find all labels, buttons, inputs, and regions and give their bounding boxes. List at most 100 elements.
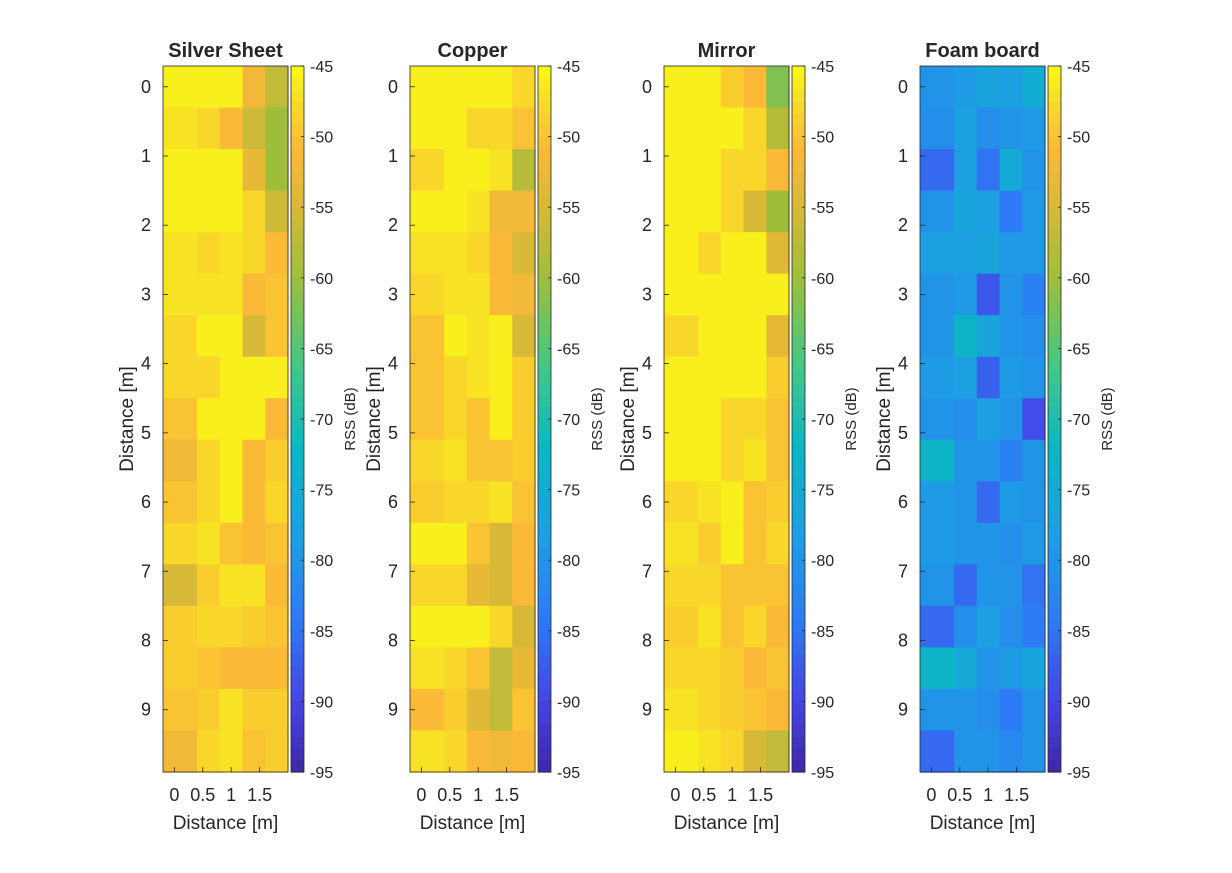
- heatmap-cell: [766, 564, 790, 607]
- heatmap-cell: [999, 356, 1023, 399]
- colorbar-tick-label: -45: [1067, 59, 1090, 76]
- heatmap-cell: [489, 605, 513, 649]
- heatmap-cell: [242, 688, 266, 732]
- colorbar-segment: [792, 630, 805, 644]
- heatmap-cell: [163, 190, 198, 233]
- colorbar-tick-label: -75: [811, 483, 834, 500]
- colorbar-segment: [291, 760, 304, 773]
- colorbar-segment: [291, 277, 304, 291]
- colorbar-tick-label: -45: [811, 59, 834, 76]
- heatmap-cell: [410, 605, 445, 649]
- colorbar-segment: [792, 642, 805, 655]
- heatmap-cell: [1022, 605, 1046, 649]
- colorbar-segment: [291, 724, 304, 738]
- axes-frame: [162, 65, 289, 773]
- colorbar-segment: [538, 736, 551, 750]
- colorbar-segment: [792, 277, 805, 291]
- heatmap-cell: [489, 66, 513, 109]
- colorbar-tick-label: -90: [310, 694, 333, 711]
- heatmap-cell: [976, 647, 1001, 690]
- colorbar-segment: [538, 724, 551, 738]
- colorbar-segment: [291, 371, 304, 385]
- heatmap-cell: [976, 66, 1001, 109]
- heatmap-cell: [163, 232, 198, 275]
- heatmap-cell: [743, 481, 767, 524]
- colorbar-segment: [1048, 136, 1061, 149]
- colorbar-tick-label: -55: [557, 200, 580, 217]
- heatmap-cell: [954, 730, 978, 773]
- heatmap-cell: [410, 66, 445, 109]
- heatmap-cell: [743, 522, 767, 565]
- colorbar-segment: [792, 160, 805, 173]
- colorbar-segment: [538, 466, 551, 479]
- heatmap-cell: [954, 522, 978, 565]
- heatmap-cell: [219, 107, 244, 150]
- heatmap-cell: [999, 564, 1023, 607]
- heatmap-cell: [664, 356, 699, 399]
- x-axis-label: Distance [m]: [420, 813, 526, 834]
- heatmap-cell: [512, 149, 536, 192]
- colorbar-segment: [291, 501, 304, 514]
- x-tick-label: 0: [670, 785, 680, 805]
- colorbar-segment: [792, 348, 805, 361]
- colorbar-segment: [538, 336, 551, 349]
- colorbar-segment: [1048, 395, 1061, 408]
- heatmap-cell: [466, 356, 491, 399]
- colorbar-segment: [291, 113, 304, 126]
- heatmap-cell: [163, 647, 198, 690]
- heatmap-cell: [698, 315, 722, 358]
- heatmap-cell: [720, 356, 745, 399]
- colorbar-segment: [538, 654, 551, 667]
- colorbar-segment: [291, 701, 304, 714]
- x-tick-label: 1.5: [247, 785, 272, 805]
- colorbar-segment: [1048, 218, 1061, 232]
- y-tick-label: 5: [388, 423, 398, 443]
- heatmap-cell: [920, 688, 955, 732]
- colorbar-tick-label: -45: [557, 59, 580, 76]
- colorbar-segment: [1048, 207, 1061, 220]
- colorbar-segment: [291, 630, 304, 644]
- heatmap-cell: [743, 107, 767, 150]
- heatmap-cell: [489, 356, 513, 399]
- x-axis-label: Distance [m]: [173, 813, 279, 834]
- heatmap-cell: [410, 730, 445, 773]
- heatmap-cell: [698, 356, 722, 399]
- x-tick-label: 0.5: [437, 785, 462, 805]
- heatmap-cell: [163, 522, 198, 565]
- heatmap-cell: [999, 315, 1023, 358]
- heatmap-cell: [976, 190, 1001, 233]
- colorbar-tick-label: -65: [811, 341, 834, 358]
- heatmap-cell: [766, 605, 790, 649]
- heatmap-cell: [954, 688, 978, 732]
- colorbar-segment: [538, 760, 551, 773]
- colorbar-segment: [792, 619, 805, 632]
- heatmap-cell: [512, 356, 536, 399]
- heatmap-cell: [720, 107, 745, 150]
- colorbar-segment: [538, 713, 551, 726]
- colorbar-segment: [291, 254, 304, 267]
- heatmap-cell: [265, 605, 289, 649]
- x-axis-label: Distance [m]: [930, 813, 1036, 834]
- colorbar-segment: [1048, 724, 1061, 738]
- colorbar-segment: [538, 513, 551, 526]
- heatmap-cell: [766, 647, 790, 690]
- colorbar-segment: [291, 136, 304, 149]
- colorbar-tick-label: -60: [557, 271, 580, 288]
- heatmap-cell: [466, 66, 491, 109]
- y-tick-label: 9: [642, 700, 652, 720]
- x-tick-label: 1: [226, 785, 236, 805]
- heatmap-cell: [410, 564, 445, 607]
- colorbar-segment: [792, 113, 805, 126]
- heatmap-cell: [410, 481, 445, 524]
- heatmap-cell: [197, 232, 221, 275]
- y-tick-label: 8: [388, 630, 398, 650]
- heatmap-cell: [954, 273, 978, 316]
- y-tick-label: 4: [642, 354, 652, 374]
- colorbar-tick-label: -60: [811, 271, 834, 288]
- colorbar-segment: [1048, 536, 1061, 550]
- colorbar-segment: [291, 230, 304, 244]
- heatmap-cell: [698, 232, 722, 275]
- heatmap-cell: [242, 647, 266, 690]
- heatmap-cell: [197, 149, 221, 192]
- heatmap-cell: [489, 149, 513, 192]
